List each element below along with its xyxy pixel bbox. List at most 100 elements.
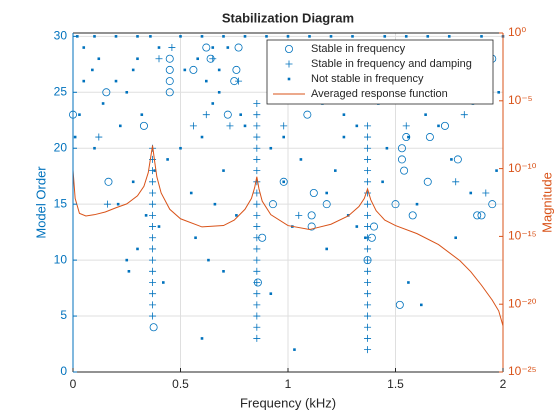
point-plus xyxy=(149,189,157,197)
point-plus xyxy=(253,290,261,298)
point-circle xyxy=(165,88,174,97)
point-plus xyxy=(149,245,157,253)
point-dot xyxy=(420,303,423,307)
point-plus xyxy=(253,334,261,342)
point-circle xyxy=(307,211,316,220)
point-dot xyxy=(179,35,182,38)
point-dot xyxy=(383,35,387,38)
y2-axis-label: Magnitude xyxy=(539,172,554,233)
point-circle xyxy=(104,177,113,186)
x-tick-label: 1.5 xyxy=(387,377,404,391)
point-plus xyxy=(149,200,157,208)
point-plus xyxy=(155,55,163,63)
point-plus xyxy=(202,111,210,119)
point-plus xyxy=(482,189,490,197)
point-circle xyxy=(268,200,277,209)
point-dot xyxy=(101,102,105,105)
point-plus xyxy=(149,234,157,242)
point-dot xyxy=(73,135,77,139)
y-tick-label: 25 xyxy=(54,84,68,98)
point-dot xyxy=(116,202,120,206)
point-circle xyxy=(440,121,449,130)
point-plus xyxy=(364,267,372,275)
y-tick-label: 5 xyxy=(60,308,67,322)
point-plus xyxy=(149,256,157,264)
point-plus xyxy=(364,278,372,286)
point-dot xyxy=(364,236,367,240)
point-dot xyxy=(91,68,94,72)
point-plus xyxy=(235,77,243,85)
point-dot xyxy=(140,113,144,116)
point-dot xyxy=(200,337,204,340)
point-dot xyxy=(205,79,208,83)
point-dot xyxy=(450,158,453,161)
point-dot xyxy=(157,46,161,49)
point-plus xyxy=(253,211,261,219)
x-tick-label: 0.5 xyxy=(172,377,189,391)
point-dot xyxy=(424,113,427,116)
point-dot xyxy=(207,258,210,262)
x-tick-label: 0 xyxy=(70,377,77,391)
point-dot xyxy=(153,169,156,172)
point-dot xyxy=(76,35,79,38)
point-dot xyxy=(222,270,225,273)
x-axis-label: Frequency (kHz) xyxy=(240,395,336,410)
point-plus xyxy=(253,189,261,197)
point-circle xyxy=(165,54,174,63)
point-dot xyxy=(355,225,359,228)
point-dot xyxy=(334,169,337,172)
point-plus xyxy=(402,122,410,130)
point-dot xyxy=(293,348,296,351)
point-dot xyxy=(166,158,169,161)
point-dot xyxy=(269,292,273,295)
point-dot xyxy=(243,35,247,38)
point-dot xyxy=(342,135,346,139)
chart-title: Stabilization Diagram xyxy=(222,10,354,25)
legend-label: Stable in frequency xyxy=(311,43,406,55)
point-plus xyxy=(149,290,157,298)
point-plus xyxy=(103,200,111,208)
point-plus xyxy=(253,301,261,309)
point-circle xyxy=(408,211,417,220)
point-plus xyxy=(253,312,261,320)
point-dot xyxy=(381,180,384,184)
point-circle xyxy=(395,300,404,309)
point-dot xyxy=(286,35,290,38)
point-plus xyxy=(253,144,261,152)
point-dot xyxy=(149,35,152,38)
point-dot xyxy=(407,281,410,284)
y2-tick-label: 10⁻²⁵ xyxy=(508,364,537,378)
point-dot xyxy=(325,247,328,251)
point-plus xyxy=(364,301,372,309)
point-plus xyxy=(364,167,372,175)
point-circle xyxy=(202,43,211,52)
point-plus xyxy=(364,155,372,163)
point-dot xyxy=(114,79,118,83)
point-plus xyxy=(253,234,261,242)
point-circle xyxy=(232,65,241,74)
point-plus xyxy=(149,301,157,309)
point-dot xyxy=(342,113,346,116)
point-circle xyxy=(307,222,316,231)
point-dot xyxy=(200,35,204,38)
point-circle xyxy=(397,155,406,164)
point-plus xyxy=(364,334,372,342)
point-dot xyxy=(125,90,129,94)
point-circle xyxy=(488,200,497,209)
legend-label: Stable in frequency and damping xyxy=(311,58,472,70)
point-circle xyxy=(223,110,232,119)
point-plus xyxy=(253,267,261,275)
y-axis-label: Model Order xyxy=(33,166,48,239)
point-plus xyxy=(460,111,468,119)
point-dot xyxy=(213,202,217,206)
point-circle xyxy=(149,323,158,332)
point-dot xyxy=(469,191,473,195)
point-circle xyxy=(477,211,486,220)
point-dot xyxy=(243,124,247,128)
point-plus xyxy=(364,256,372,264)
y-tick-label: 0 xyxy=(60,364,67,378)
point-plus xyxy=(226,122,234,130)
point-dot xyxy=(157,225,161,228)
point-plus xyxy=(253,122,261,130)
